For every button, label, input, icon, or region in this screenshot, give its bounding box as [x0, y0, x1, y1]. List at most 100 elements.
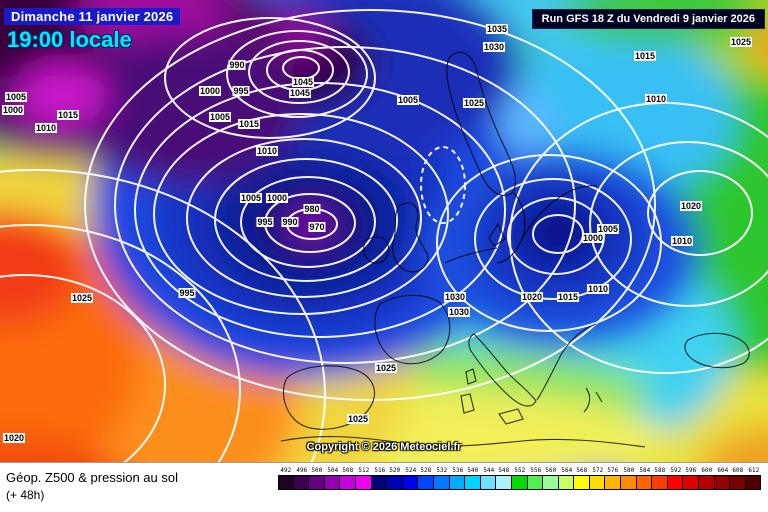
legend-color-swatch	[527, 475, 544, 490]
legend-entry: 596	[683, 466, 700, 490]
footer-bar: Géop. Z500 & pression au sol (+ 48h) 492…	[0, 462, 768, 512]
legend-color-swatch	[309, 475, 325, 490]
legend-color-swatch	[355, 475, 372, 490]
pressure-label: 1000	[581, 233, 605, 243]
legend-color-swatch	[387, 475, 403, 490]
legend-value-label: 576	[607, 466, 619, 474]
legend-value-label: 552	[514, 466, 526, 474]
pressure-label: 1025	[729, 37, 753, 47]
pressure-label: 1030	[447, 307, 471, 317]
legend-entry: 516	[371, 466, 388, 490]
legend-color-swatch	[652, 475, 668, 490]
legend-value-label: 604	[717, 466, 728, 474]
legend-entry: 520	[387, 466, 403, 490]
pressure-label: 995	[232, 86, 250, 96]
coastlines	[280, 51, 750, 448]
pressure-label: 990	[228, 60, 246, 70]
legend-entry: 544	[480, 466, 497, 490]
pressure-label: 1005	[208, 112, 232, 122]
pressure-label: 1035	[485, 24, 509, 34]
pressure-label: 1005	[596, 224, 620, 234]
forecast-hour-label: (+ 48h)	[6, 488, 45, 502]
legend-color-swatch	[449, 475, 466, 490]
legend-value-label: 500	[311, 466, 323, 474]
legend-entry: 524	[402, 466, 419, 490]
pressure-label: 1030	[482, 42, 506, 52]
legend-entry: 584	[636, 466, 653, 490]
legend-value-label: 600	[701, 466, 713, 474]
pressure-label: 1030	[443, 292, 467, 302]
legend-value-label: 512	[358, 466, 370, 474]
legend-color-swatch	[496, 475, 512, 490]
legend-color-swatch	[480, 475, 497, 490]
pressure-label: 1015	[237, 119, 261, 129]
legend-entry: 608	[730, 466, 746, 490]
pressure-label: 1000	[1, 105, 25, 115]
pressure-label: 1015	[556, 292, 580, 302]
legend-color-swatch	[433, 475, 450, 490]
legend-entry: 580	[621, 466, 637, 490]
legend-color-swatch	[683, 475, 700, 490]
legend-entry: 592	[667, 466, 684, 490]
weather-map: 1020100510001015101099010009951005101510…	[0, 0, 768, 462]
legend-color-swatch	[745, 475, 762, 490]
legend-entry: 492	[278, 466, 294, 490]
legend-value-label: 572	[592, 466, 604, 474]
legend-value-label: 496	[296, 466, 307, 474]
legend-entry: 508	[340, 466, 356, 490]
legend-value-label: 588	[654, 466, 666, 474]
legend-value-label: 560	[545, 466, 557, 474]
pressure-label: 1005	[239, 193, 263, 203]
legend-value-label: 504	[327, 466, 338, 474]
legend-color-swatch	[605, 475, 622, 490]
legend-entry: 572	[589, 466, 606, 490]
legend-color-swatch	[324, 475, 341, 490]
legend-entry: 500	[309, 466, 325, 490]
legend-color-swatch	[465, 475, 481, 490]
map-field-and-contours	[0, 0, 768, 462]
pressure-label: 1025	[374, 363, 398, 373]
legend-color-swatch	[340, 475, 356, 490]
pressure-label: 1020	[679, 201, 703, 211]
legend-entry: 576	[605, 466, 622, 490]
legend-value-label: 556	[529, 466, 541, 474]
legend-color-swatch	[667, 475, 684, 490]
legend-value-label: 584	[639, 466, 650, 474]
legend-value-label: 548	[498, 466, 510, 474]
legend-color-swatch	[636, 475, 653, 490]
legend-entry: 568	[574, 466, 590, 490]
pressure-label: 1015	[633, 51, 657, 61]
legend-entry: 548	[496, 466, 512, 490]
legend-color-swatch	[293, 475, 310, 490]
map-title: Géop. Z500 & pression au sol	[6, 470, 178, 485]
legend-value-label: 508	[342, 466, 354, 474]
pressure-label: 1010	[34, 123, 58, 133]
legend-color-swatch	[699, 475, 715, 490]
pressure-label: 1025	[346, 414, 370, 424]
copyright-label: Copyright © 2026 Meteociel.fr	[306, 441, 462, 453]
legend-color-swatch	[402, 475, 419, 490]
legend-color-swatch	[574, 475, 590, 490]
pressure-label: 995	[256, 217, 274, 227]
legend-value-label: 492	[280, 466, 292, 474]
legend-value-label: 544	[483, 466, 494, 474]
legend-color-swatch	[511, 475, 528, 490]
legend-entry: 604	[714, 466, 731, 490]
legend-color-swatch	[278, 475, 294, 490]
legend-entry: 528	[418, 466, 434, 490]
legend-value-label: 580	[623, 466, 635, 474]
pressure-label: 1010	[255, 146, 279, 156]
legend-entry: 504	[324, 466, 341, 490]
legend-entry: 532	[433, 466, 450, 490]
legend-color-swatch	[543, 475, 559, 490]
legend-scale: 492 496 500 504 508 512 516 520 524 528 532 536 540 5…	[278, 466, 762, 490]
pressure-label: 1010	[644, 94, 668, 104]
legend-entry: 560	[543, 466, 559, 490]
legend-entry: 540	[465, 466, 481, 490]
legend-color-swatch	[714, 475, 731, 490]
legend-entry: 512	[355, 466, 372, 490]
legend-value-label: 532	[436, 466, 448, 474]
legend-value-label: 516	[373, 466, 385, 474]
pressure-label: 1000	[265, 193, 289, 203]
